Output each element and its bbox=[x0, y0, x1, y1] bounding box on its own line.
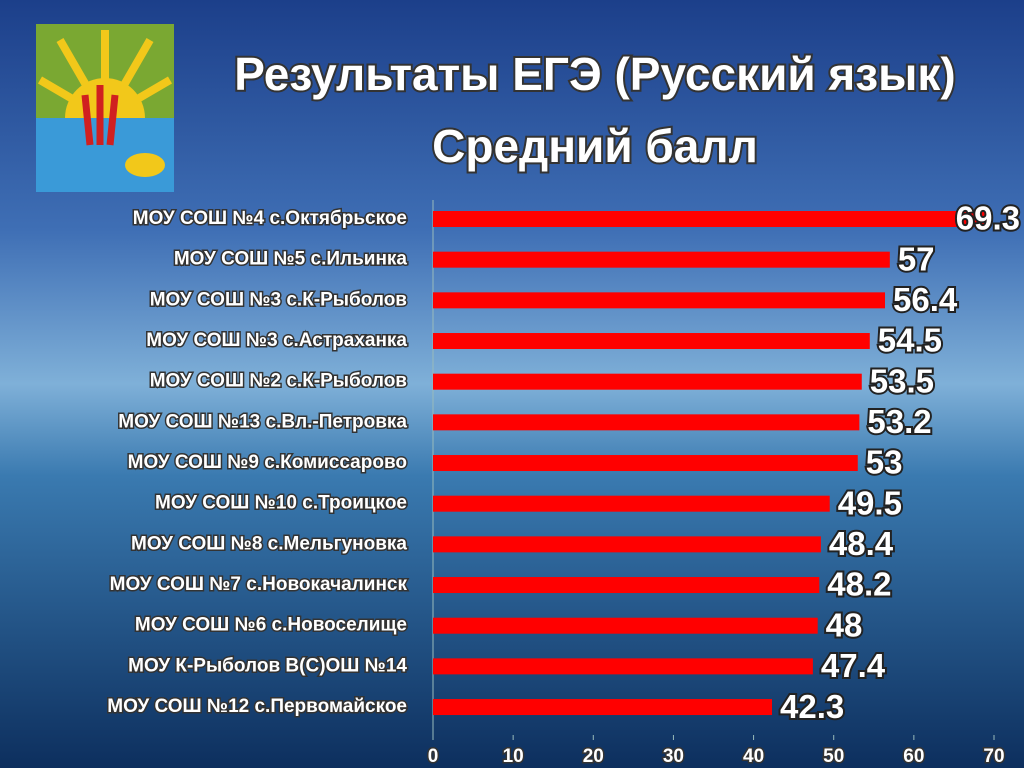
x-tick-label: 60 bbox=[903, 746, 924, 767]
x-tick-label: 70 bbox=[983, 746, 1004, 767]
y-tick-label: МОУ СОШ №7 с.Новокачалинск bbox=[110, 574, 408, 595]
y-tick-label: МОУ СОШ №8 с.Мельгуновка bbox=[131, 533, 407, 554]
bar bbox=[433, 414, 860, 431]
value-label: 49.5 bbox=[838, 484, 902, 521]
y-tick-label: МОУ К-Рыболов В(С)ОШ №14 bbox=[128, 655, 407, 676]
y-tick-label: МОУ СОШ №3 с.Астраханка bbox=[146, 330, 407, 351]
x-tick-label: 50 bbox=[823, 746, 844, 767]
value-label: 47.4 bbox=[821, 647, 886, 684]
value-label: 53.5 bbox=[870, 362, 934, 399]
bar bbox=[433, 495, 830, 512]
x-tick-label: 40 bbox=[743, 746, 764, 767]
x-tick-label: 20 bbox=[583, 746, 604, 767]
value-label: 48 bbox=[826, 606, 863, 643]
value-label: 69.3 bbox=[956, 200, 1020, 237]
bar bbox=[433, 333, 870, 350]
bar bbox=[433, 251, 890, 268]
x-tick-label: 0 bbox=[428, 746, 439, 767]
value-label: 54.5 bbox=[878, 322, 942, 359]
bar bbox=[433, 292, 886, 309]
x-tick-label: 30 bbox=[663, 746, 684, 767]
y-tick-label: МОУ СОШ №4 с.Октябрьское bbox=[133, 208, 407, 229]
value-label: 42.3 bbox=[780, 688, 844, 725]
bar bbox=[433, 373, 862, 390]
bar bbox=[433, 455, 858, 472]
value-label: 53.2 bbox=[867, 403, 931, 440]
chart-title: Результаты ЕГЭ (Русский язык) bbox=[234, 48, 956, 100]
value-label: 48.2 bbox=[827, 566, 891, 603]
bar bbox=[433, 211, 989, 227]
y-tick-label: МОУ СОШ №12 с.Первомайское bbox=[107, 696, 407, 717]
chart-subtitle: Средний балл bbox=[432, 120, 758, 172]
value-label: 48.4 bbox=[829, 525, 894, 562]
coat-of-arms bbox=[36, 24, 174, 192]
bar bbox=[433, 617, 818, 634]
bar bbox=[433, 699, 773, 716]
y-tick-label: МОУ СОШ №13 с.Вл.-Петровка bbox=[118, 411, 407, 432]
y-tick-label: МОУ СОШ №9 с.Комиссарово bbox=[128, 452, 407, 473]
bar bbox=[433, 658, 813, 675]
y-tick-label: МОУ СОШ №5 с.Ильинка bbox=[174, 249, 408, 270]
bar bbox=[433, 577, 820, 594]
x-tick-label: 10 bbox=[503, 746, 524, 767]
y-tick-label: МОУ СОШ №3 с.К-Рыболов bbox=[150, 289, 407, 310]
value-label: 53 bbox=[866, 444, 903, 481]
y-tick-label: МОУ СОШ №6 с.Новоселище bbox=[135, 615, 407, 636]
bar bbox=[433, 536, 821, 553]
value-label: 56.4 bbox=[893, 281, 958, 318]
value-label: 57 bbox=[898, 240, 935, 277]
y-tick-label: МОУ СОШ №10 с.Троицкое bbox=[155, 493, 407, 514]
y-tick-label: МОУ СОШ №2 с.К-Рыболов bbox=[150, 371, 407, 392]
